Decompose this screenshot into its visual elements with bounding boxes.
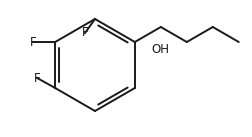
Text: F: F — [81, 26, 88, 39]
Text: F: F — [34, 72, 40, 85]
Text: F: F — [30, 35, 36, 48]
Text: OH: OH — [151, 43, 169, 56]
